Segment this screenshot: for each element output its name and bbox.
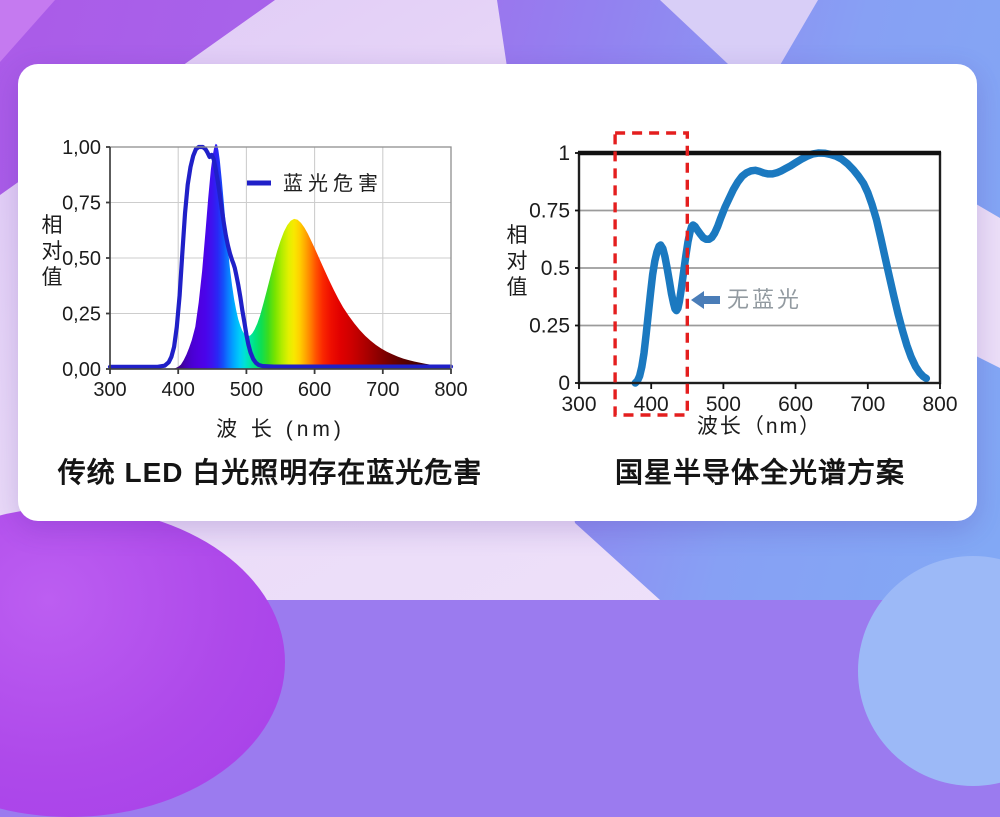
y-tick-label: 0.75 (529, 200, 570, 223)
y-tick-label: 0,00 (62, 359, 101, 381)
y-tick-label: 0.5 (541, 257, 570, 280)
blue-region-highlight-box (613, 131, 689, 417)
y-tick-label: 0,50 (62, 248, 101, 270)
legend-label: 蓝光危害 (283, 172, 383, 195)
y-axis-title-char: 相 (42, 214, 63, 237)
y-axis-title-char: 值 (42, 266, 63, 289)
x-tick-label: 600 (778, 393, 813, 416)
y-axis-title-char: 相 (507, 224, 528, 247)
y-tick-label: 0.25 (529, 315, 570, 338)
left-arrow-icon (691, 291, 720, 309)
right-chart-caption: 国星半导体全光谱方案 (614, 457, 905, 488)
chart-traditional-led-spectrum: 300 400 500 600 700 800 1,00 0,75 0,50 0,25 0,00 波 … (42, 137, 468, 441)
no-blue-light-annotation: 无蓝光 (691, 287, 802, 312)
left-chart-caption: 传统 LED 白光照明存在蓝光危害 (57, 457, 483, 488)
x-axis-title: 波长（nm） (697, 415, 822, 438)
x-axis-title: 波 长 (nm) (216, 418, 345, 441)
x-tick-label: 400 (634, 393, 669, 416)
x-tick-label: 700 (850, 393, 885, 416)
annotation-label: 无蓝光 (727, 287, 802, 312)
x-tick-label: 400 (162, 379, 195, 401)
y-tick-label: 0 (558, 372, 570, 395)
x-tick-label: 800 (434, 379, 467, 401)
x-tick-label: 300 (561, 393, 596, 416)
spectrum-area (172, 143, 451, 369)
x-tick-label: 500 (230, 379, 263, 401)
legend: 蓝光危害 (247, 172, 383, 195)
full-spectrum-curve (631, 149, 931, 387)
x-tick-label: 700 (366, 379, 399, 401)
y-axis-title-char: 对 (507, 250, 528, 273)
x-tick-label: 300 (93, 379, 126, 401)
x-tick-label: 600 (298, 379, 331, 401)
y-axis-title-char: 值 (507, 276, 528, 299)
blue-light-hazard-curve (107, 144, 454, 369)
y-axis-title-char: 对 (42, 240, 63, 263)
bg-right-lavender-band (976, 204, 1000, 368)
chart-full-spectrum-solution: 300 400 500 600 700 800 1 0.75 0.5 0.25 0 波长（nm） 相对值… (507, 131, 958, 438)
y-tick-label: 0,75 (62, 193, 101, 215)
y-tick-label: 1,00 (62, 137, 101, 159)
x-tick-label: 500 (706, 393, 741, 416)
x-tick-label: 800 (922, 393, 957, 416)
y-tick-label: 1 (558, 142, 570, 165)
y-tick-label: 0,25 (62, 304, 101, 326)
